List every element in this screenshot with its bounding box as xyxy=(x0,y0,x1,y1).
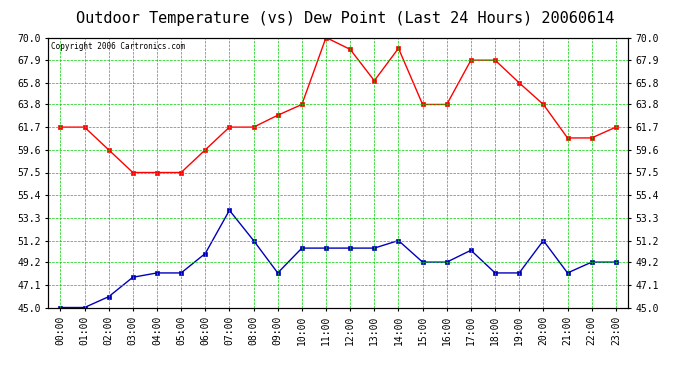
Text: Copyright 2006 Cartronics.com: Copyright 2006 Cartronics.com xyxy=(51,42,186,51)
Text: Outdoor Temperature (vs) Dew Point (Last 24 Hours) 20060614: Outdoor Temperature (vs) Dew Point (Last… xyxy=(76,11,614,26)
